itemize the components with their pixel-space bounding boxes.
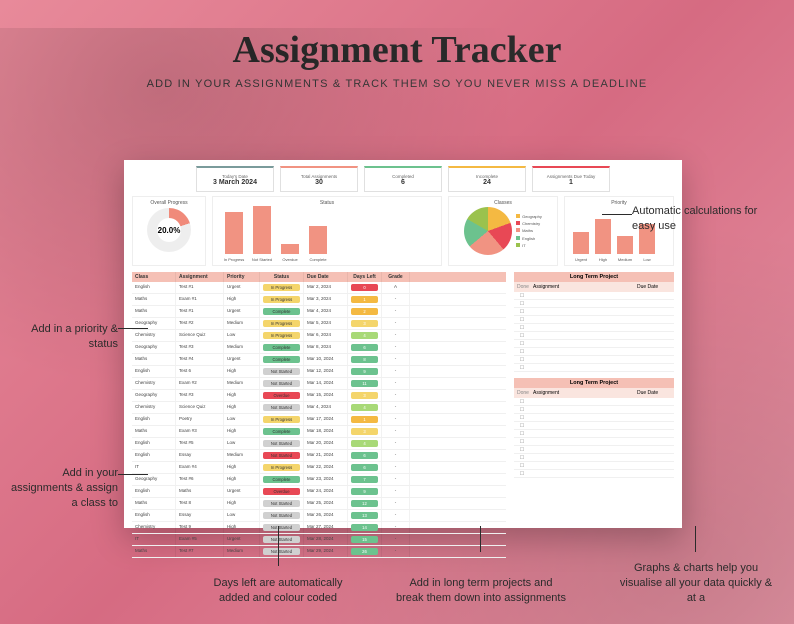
side-row[interactable]: ☐ [514, 454, 674, 462]
side-row[interactable]: ☐ [514, 340, 674, 348]
side-row[interactable]: ☐ [514, 348, 674, 356]
side-row[interactable]: ☐ [514, 398, 674, 406]
table-row[interactable]: IT Exam #5 Urgent Not Started Mar 28, 20… [132, 534, 506, 546]
charts-row: Overall Progress 20.0% Status In Progres… [132, 196, 674, 266]
side-row[interactable]: ☐ [514, 308, 674, 316]
summary-cards: Today's Date3 March 2024Total Assignment… [132, 166, 674, 192]
table-row[interactable]: Geography Test #2 Medium In Progress Mar… [132, 318, 506, 330]
side-row[interactable]: ☐ [514, 332, 674, 340]
side-row[interactable]: ☐ [514, 446, 674, 454]
callout-days-left: Days left are automatically added and co… [198, 576, 358, 606]
checkbox-icon[interactable]: ☐ [514, 463, 530, 469]
checkbox-icon[interactable]: ☐ [514, 301, 530, 307]
table-row[interactable]: Maths Exam #1 High In Progress Mar 3, 20… [132, 294, 506, 306]
main-grid: Class Assignment Priority Status Due Dat… [132, 272, 674, 558]
table-row[interactable]: Geography Test #3 Medium Complete Mar 8,… [132, 342, 506, 354]
table-row[interactable]: English Essay Low Not Started Mar 26, 20… [132, 510, 506, 522]
hero-title: Assignment Tracker [0, 28, 794, 72]
table-row[interactable]: English Test #1 Urgent In Progress Mar 2… [132, 282, 506, 294]
checkbox-icon[interactable]: ☐ [514, 365, 530, 371]
summary-card: Total Assignments30 [280, 166, 358, 192]
side-row[interactable]: ☐ [514, 300, 674, 308]
checkbox-icon[interactable]: ☐ [514, 317, 530, 323]
checkbox-icon[interactable]: ☐ [514, 415, 530, 421]
spreadsheet: Today's Date3 March 2024Total Assignment… [124, 160, 682, 528]
summary-card: Today's Date3 March 2024 [196, 166, 274, 192]
table-row[interactable]: English Test #5 Low Not Started Mar 20, … [132, 438, 506, 450]
side-row[interactable]: ☐ [514, 356, 674, 364]
callout-long-term: Add in long term projects and break them… [396, 576, 566, 606]
checkbox-icon[interactable]: ☐ [514, 357, 530, 363]
donut-chart: Overall Progress 20.0% [132, 196, 206, 266]
table-row[interactable]: Geography Test #6 High Complete Mar 23, … [132, 474, 506, 486]
priority-bar: Medium [617, 236, 633, 254]
table-row[interactable]: Geography Test #3 High Overdue Mar 15, 2… [132, 390, 506, 402]
side-row[interactable]: ☐ [514, 438, 674, 446]
callout-priority: Add in a priority & status [22, 322, 118, 352]
checkbox-icon[interactable]: ☐ [514, 407, 530, 413]
table-row[interactable]: Chemistry Science Quiz High Not Started … [132, 402, 506, 414]
checkbox-icon[interactable]: ☐ [514, 447, 530, 453]
status-bar: Complete [309, 226, 327, 254]
table-row[interactable]: English Maths Urgent Overdue Mar 24, 202… [132, 486, 506, 498]
status-bar: Overdue [281, 244, 299, 254]
side-row[interactable]: ☐ [514, 462, 674, 470]
side-subhead: Done Assignment Due Date [514, 282, 674, 292]
table-row[interactable]: English Test 6 High Not Started Mar 12, … [132, 366, 506, 378]
summary-card: Incomplete24 [448, 166, 526, 192]
status-bar: In Progress [225, 212, 243, 254]
checkbox-icon[interactable]: ☐ [514, 333, 530, 339]
checkbox-icon[interactable]: ☐ [514, 349, 530, 355]
checkbox-icon[interactable]: ☐ [514, 455, 530, 461]
classes-chart: Classes GeographyChemistryMathsEnglishIT [448, 196, 558, 266]
callout-assignments: Add in your assignments & assign a class… [8, 466, 118, 511]
checkbox-icon[interactable]: ☐ [514, 471, 530, 477]
checkbox-icon[interactable]: ☐ [514, 439, 530, 445]
table-row[interactable]: IT Exam #4 High In Progress Mar 22, 2024… [132, 462, 506, 474]
callout-graphs: Graphs & charts help you visualise all y… [616, 561, 776, 606]
status-chart: Status In ProgressNot StartedOverdueComp… [212, 196, 442, 266]
checkbox-icon[interactable]: ☐ [514, 293, 530, 299]
side-row[interactable]: ☐ [514, 430, 674, 438]
table-row[interactable]: Maths Test #1 Urgent Complete Mar 4, 202… [132, 306, 506, 318]
checkbox-icon[interactable]: ☐ [514, 341, 530, 347]
checkbox-icon[interactable]: ☐ [514, 325, 530, 331]
priority-bar: High [595, 219, 611, 254]
side-title: Long Term Project [514, 272, 674, 282]
side-row[interactable]: ☐ [514, 406, 674, 414]
table-row[interactable]: Maths Test #4 Urgent Complete Mar 10, 20… [132, 354, 506, 366]
side-row[interactable]: ☐ [514, 414, 674, 422]
checkbox-icon[interactable]: ☐ [514, 423, 530, 429]
table-row[interactable]: English Poetry Low In Progress Mar 17, 2… [132, 414, 506, 426]
side-row[interactable]: ☐ [514, 470, 674, 478]
summary-card: Completed6 [364, 166, 442, 192]
side-panel: Long Term Project Done Assignment Due Da… [514, 272, 674, 558]
side-row[interactable]: ☐ [514, 324, 674, 332]
callout-auto-calc: Automatic calculations for easy use [632, 204, 772, 234]
side-row[interactable]: ☐ [514, 364, 674, 372]
table-row[interactable]: Chemistry Science Quiz Low In Progress M… [132, 330, 506, 342]
table-row[interactable]: English Essay Medium Not Started Mar 21,… [132, 450, 506, 462]
table-row[interactable]: Maths Exam #3 High Complete Mar 18, 2024… [132, 426, 506, 438]
checkbox-icon[interactable]: ☐ [514, 399, 530, 405]
table-row[interactable]: Maths Test #7 Medium Not Started Mar 29,… [132, 546, 506, 558]
table-row[interactable]: Chemistry Test 9 High Not Started Mar 27… [132, 522, 506, 534]
side-row[interactable]: ☐ [514, 292, 674, 300]
table-header: Class Assignment Priority Status Due Dat… [132, 272, 506, 282]
side-row[interactable]: ☐ [514, 422, 674, 430]
side-row[interactable]: ☐ [514, 316, 674, 324]
summary-card: Assignments Due Today1 [532, 166, 610, 192]
priority-bar: Urgent [573, 232, 589, 254]
checkbox-icon[interactable]: ☐ [514, 309, 530, 315]
assignments-table: Class Assignment Priority Status Due Dat… [132, 272, 506, 558]
hero-subtitle: ADD IN YOUR ASSIGNMENTS & TRACK THEM SO … [0, 78, 794, 90]
table-row[interactable]: Chemistry Exam #2 Medium Not Started Mar… [132, 378, 506, 390]
status-bar: Not Started [253, 206, 271, 254]
checkbox-icon[interactable]: ☐ [514, 431, 530, 437]
table-row[interactable]: Maths Test 8 High Not Started Mar 25, 20… [132, 498, 506, 510]
